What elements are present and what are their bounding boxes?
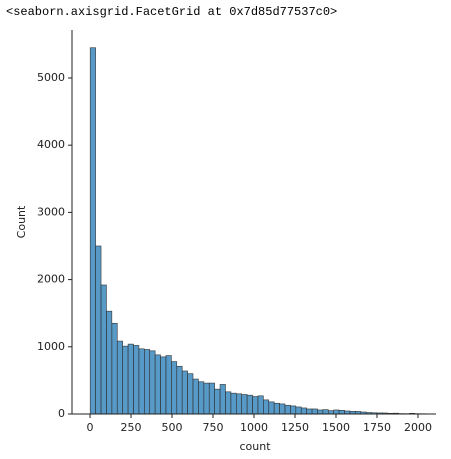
bar (230, 392, 237, 415)
bar (111, 322, 118, 415)
x-tick-label: 1500 (322, 421, 350, 434)
bar (246, 394, 253, 415)
x-tick-label: 500 (162, 421, 183, 434)
bar (106, 310, 113, 415)
bar (225, 391, 232, 415)
y-tick-label: 0 (58, 407, 65, 420)
bar (165, 355, 172, 415)
x-tick-label: 1000 (240, 421, 268, 434)
bar (100, 284, 107, 415)
bar (171, 361, 178, 415)
bar (95, 245, 102, 415)
bar (122, 345, 129, 415)
bar (89, 47, 96, 415)
bar (181, 370, 188, 415)
bar (198, 381, 205, 415)
bar (235, 393, 243, 415)
bar (203, 382, 210, 415)
bar (219, 384, 226, 415)
bar (268, 401, 275, 415)
bar (322, 409, 329, 415)
bar (214, 388, 221, 415)
y-tick-label: 3000 (37, 205, 65, 218)
bar (333, 409, 340, 415)
bar (338, 410, 345, 415)
bar (133, 345, 140, 415)
x-tick-label: 1750 (363, 421, 391, 434)
bar (154, 354, 161, 415)
y-tick-label: 5000 (37, 71, 65, 84)
bar (176, 365, 183, 415)
bar (149, 350, 156, 415)
bar (284, 404, 291, 415)
bar (138, 348, 145, 415)
bar (241, 394, 248, 415)
bar (290, 405, 297, 415)
bar (187, 373, 194, 415)
bar (295, 406, 302, 415)
bar (263, 399, 270, 415)
bar (300, 407, 307, 415)
x-tick-label: 250 (121, 421, 142, 434)
bar (306, 408, 313, 415)
bar (192, 378, 199, 415)
y-tick-label: 1000 (37, 340, 65, 353)
bar (257, 395, 264, 415)
bar (311, 408, 318, 415)
x-tick-label: 2000 (404, 421, 432, 434)
bar (273, 402, 280, 415)
x-tick-label: 750 (203, 421, 224, 434)
bar (127, 343, 134, 415)
bar (116, 340, 123, 415)
x-tick-label: 1250 (281, 421, 309, 434)
bar (317, 409, 324, 415)
bar (279, 403, 286, 415)
bar (160, 356, 167, 415)
x-tick-label: 0 (87, 421, 94, 434)
y-tick-label: 2000 (37, 273, 65, 286)
bar (252, 396, 259, 415)
y-tick-label: 4000 (37, 138, 65, 151)
bar (208, 382, 215, 415)
output-text: <seaborn.axisgrid.FacetGrid at 0x7d85d77… (6, 5, 338, 19)
bar (327, 410, 334, 415)
bar (144, 349, 151, 415)
y-axis-title: Count (15, 205, 28, 238)
x-axis-title: count (239, 440, 271, 453)
